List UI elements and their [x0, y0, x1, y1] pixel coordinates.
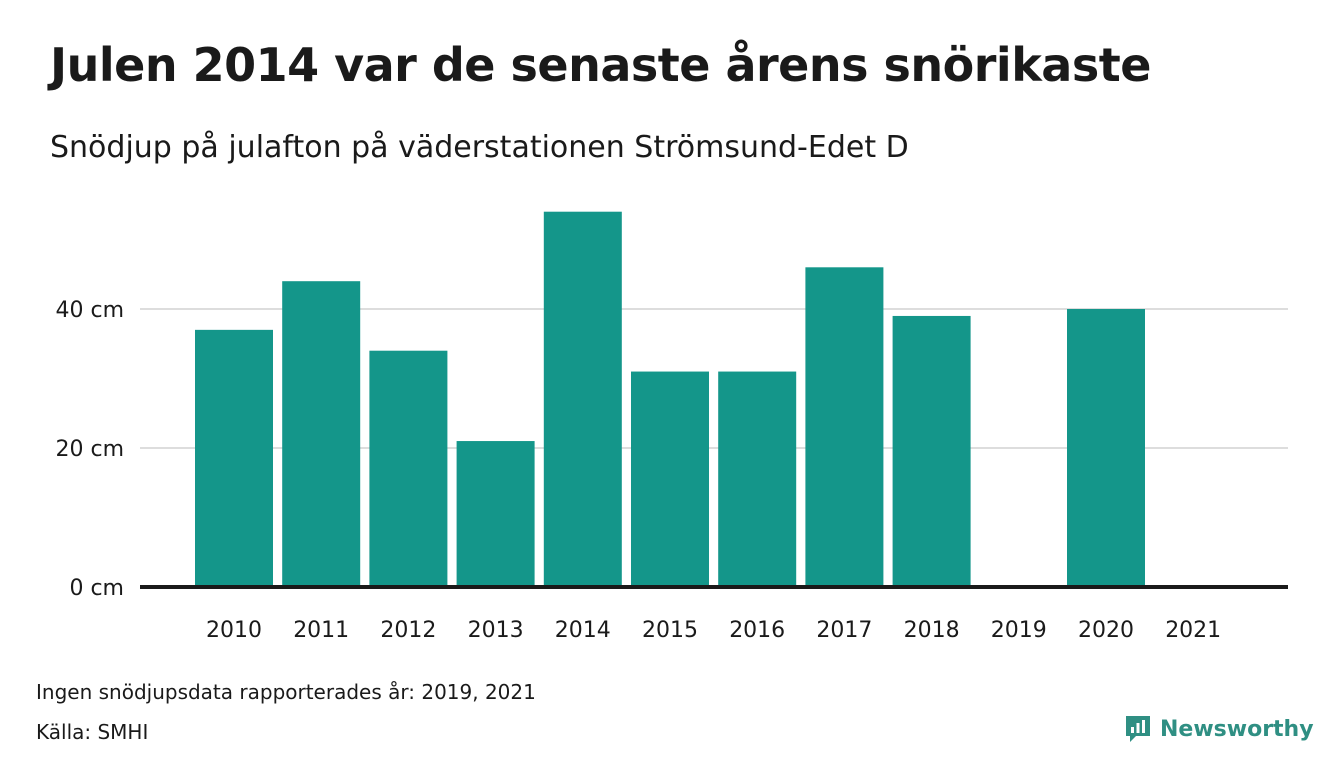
x-tick-label: 2021	[1165, 618, 1221, 643]
bar-2011	[282, 281, 361, 587]
bar-2013	[456, 441, 535, 587]
chart-subtitle: Snödjup på julafton på väderstationen St…	[50, 130, 909, 165]
bar-2010	[195, 329, 273, 587]
bar-2014	[543, 211, 622, 587]
x-tick-label: 2012	[380, 618, 436, 643]
y-tick-label: 20 cm	[55, 437, 124, 462]
bar-2016	[718, 371, 797, 587]
bars	[195, 211, 1145, 587]
x-tick-label: 2020	[1078, 618, 1134, 643]
x-tick-label: 2013	[468, 618, 524, 643]
bar-2017	[805, 267, 884, 587]
brand-logo: Newsworthy	[1124, 714, 1314, 744]
x-tick-label: 2015	[642, 618, 698, 643]
newsworthy-logo-icon	[1126, 716, 1150, 742]
x-tick-label: 2011	[293, 618, 349, 643]
x-tick-label: 2019	[991, 618, 1047, 643]
bar-2018	[892, 315, 971, 587]
bar-2020	[1067, 309, 1145, 587]
bar-2012	[369, 350, 448, 587]
y-tick-label: 40 cm	[55, 298, 124, 323]
x-tick-label: 2018	[904, 618, 960, 643]
missing-data-note: Ingen snödjupsdata rapporterades år: 201…	[36, 680, 536, 704]
source-credit: Källa: SMHI	[36, 720, 149, 744]
x-tick-label: 2017	[816, 618, 872, 643]
brand-name: Newsworthy	[1160, 716, 1314, 742]
chart-title: Julen 2014 var de senaste årens snörikas…	[50, 38, 1151, 92]
x-tick-label: 2014	[555, 618, 611, 643]
axes: 0 cm 20 cm 40 cm 2010 2011 2012 2013 2014 2015 20…	[55, 298, 1288, 643]
y-tick-label: 0 cm	[69, 576, 124, 601]
bar-2015	[631, 371, 709, 587]
x-tick-label: 2016	[729, 618, 785, 643]
x-tick-label: 2010	[206, 618, 262, 643]
